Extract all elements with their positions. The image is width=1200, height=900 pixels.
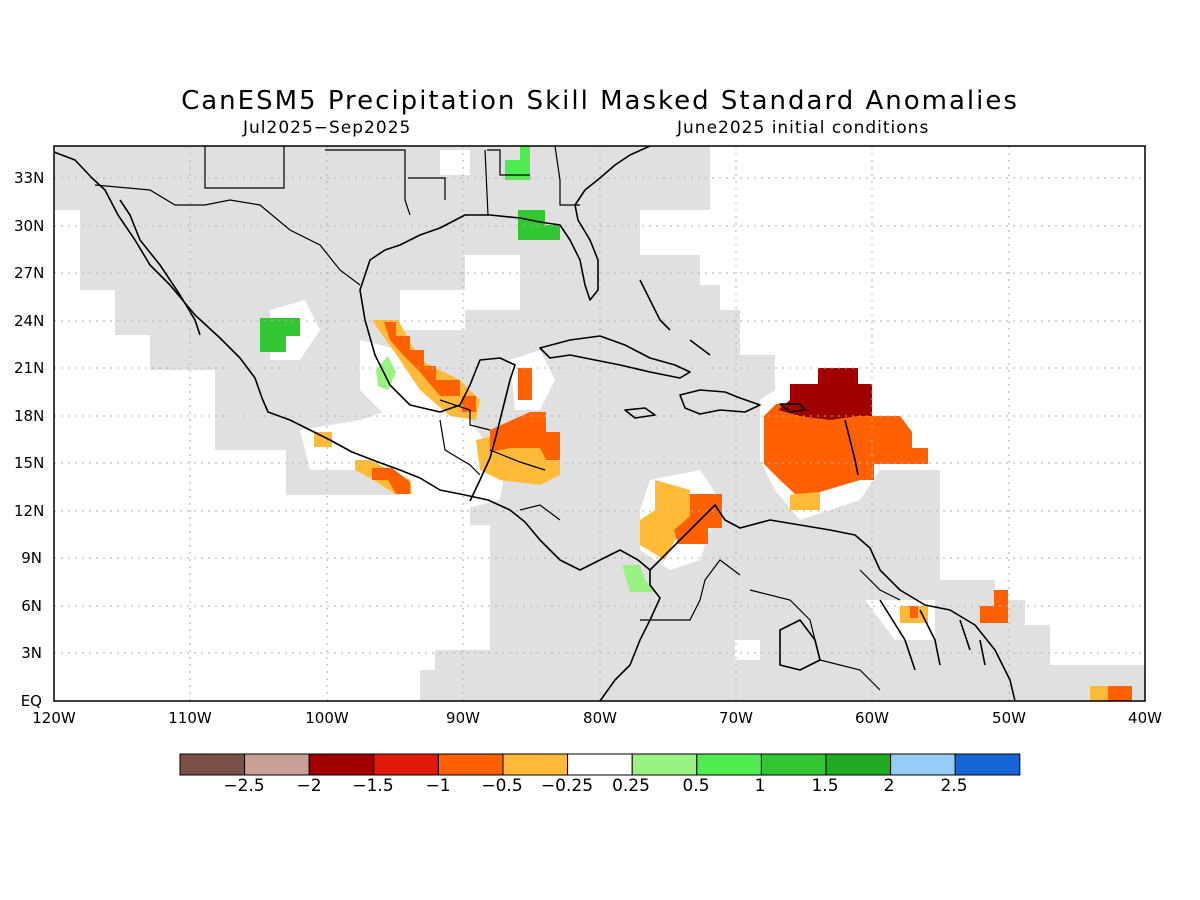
colorbar-swatch: [502, 753, 569, 776]
colorbar-swatch: [567, 753, 633, 776]
coastlines: [54, 146, 1016, 701]
colorbar-label: 2.5: [940, 776, 968, 796]
colorbar-label: −0.5: [481, 776, 523, 796]
colorbar-swatch: [437, 753, 504, 776]
lon-label-50w: 50W: [992, 709, 1026, 727]
lat-label-27n: 27N: [14, 264, 45, 282]
colorbar-label: 0.5: [682, 776, 710, 796]
lat-label-33n: 33N: [14, 169, 45, 187]
lon-label-40w: 40W: [1128, 709, 1162, 727]
colorbar-label: 1: [754, 776, 766, 796]
anomaly-fields: [260, 146, 1132, 701]
lat-label-eq: EQ: [20, 692, 42, 710]
lon-label-110w: 110W: [168, 709, 212, 727]
colorbar: [179, 753, 1021, 776]
lon-label-60w: 60W: [855, 709, 889, 727]
lat-label-24n: 24N: [14, 312, 45, 330]
colorbar-swatch: [890, 753, 956, 776]
colorbar-label: −2.5: [223, 776, 265, 796]
colorbar-label: 2: [883, 776, 895, 796]
colorbar-label: 0.25: [612, 776, 650, 796]
colorbar-swatch: [631, 753, 698, 776]
lat-label-3n: 3N: [21, 644, 42, 662]
lon-label-70w: 70W: [719, 709, 753, 727]
initial-conditions-label: June2025 initial conditions: [677, 118, 930, 138]
colorbar-swatch: [308, 753, 375, 776]
plot-frame: [53, 145, 1146, 702]
lon-label-100w: 100W: [305, 709, 349, 727]
colorbar-label: −2: [296, 776, 322, 796]
colorbar-swatch: [244, 753, 310, 776]
lat-label-30n: 30N: [14, 217, 45, 235]
lon-label-80w: 80W: [583, 709, 617, 727]
colorbar-label: −0.25: [540, 776, 594, 796]
lat-label-9n: 9N: [21, 549, 42, 567]
lat-label-15n: 15N: [14, 454, 45, 472]
map-title: CanESM5 Precipitation Skill Masked Stand…: [181, 86, 1019, 116]
lon-label-90w: 90W: [446, 709, 480, 727]
colorbar-swatch: [954, 753, 1021, 776]
colorbar-swatch: [760, 753, 827, 776]
colorbar-swatch: [179, 753, 246, 776]
borders: [94, 146, 901, 691]
colorbar-label: 1.5: [811, 776, 839, 796]
lat-label-18n: 18N: [14, 407, 45, 425]
graticule: [54, 146, 1145, 701]
colorbar-label: −1.5: [352, 776, 394, 796]
colorbar-swatch: [825, 753, 892, 776]
lat-label-21n: 21N: [14, 359, 45, 377]
lon-label-120w: 120W: [32, 709, 76, 727]
lat-label-6n: 6N: [21, 597, 42, 615]
period-label: Jul2025−Sep2025: [243, 118, 412, 138]
colorbar-label: −1: [425, 776, 451, 796]
colorbar-swatch: [696, 753, 762, 776]
colorbar-swatch: [373, 753, 439, 776]
lat-label-12n: 12N: [14, 502, 45, 520]
